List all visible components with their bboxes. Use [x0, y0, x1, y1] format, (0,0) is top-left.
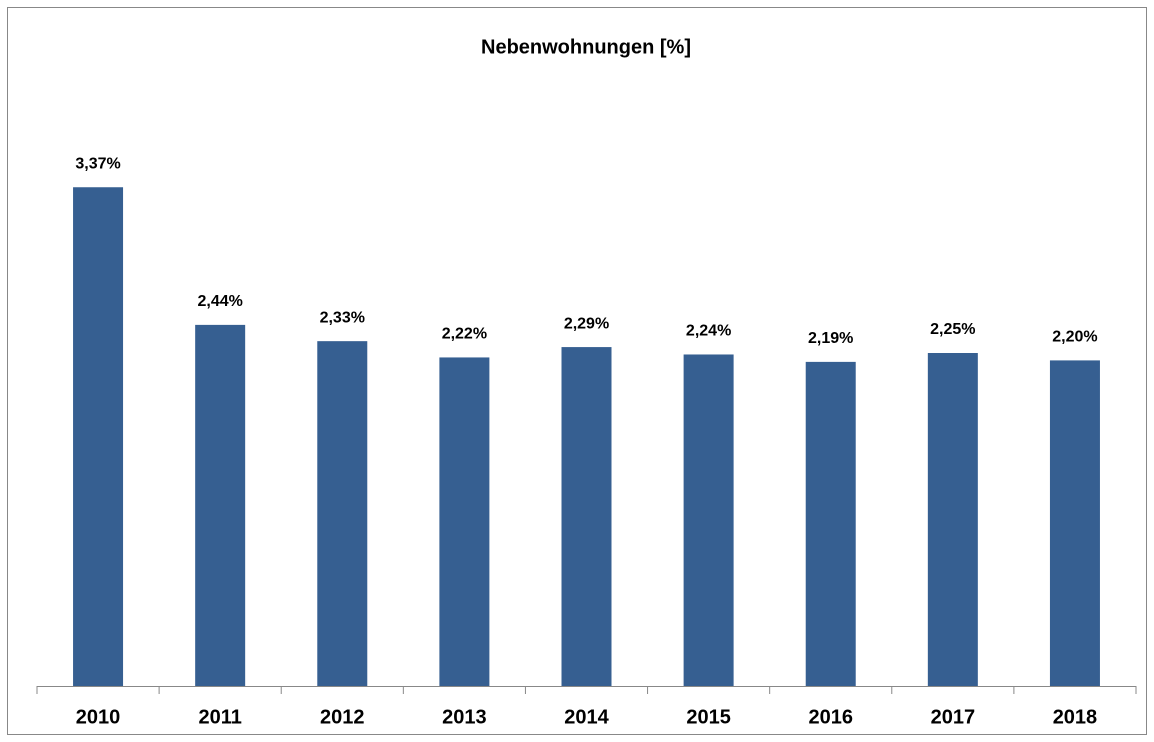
chart-title: Nebenwohnungen [%] — [481, 36, 691, 58]
x-tick-label: 2015 — [686, 706, 731, 728]
x-tick-label: 2014 — [564, 706, 609, 728]
bar — [683, 354, 734, 686]
value-label: 2,25% — [930, 321, 975, 338]
x-tick-label: 2013 — [442, 706, 487, 728]
value-label: 2,24% — [686, 323, 731, 340]
bar — [561, 347, 612, 686]
bar — [805, 361, 856, 686]
bar — [195, 324, 246, 686]
x-tick-label: 2016 — [808, 706, 853, 728]
x-tick-label: 2017 — [931, 706, 976, 728]
bar — [317, 341, 368, 686]
bar — [439, 357, 490, 686]
value-label: 2,33% — [320, 309, 365, 326]
bar — [927, 353, 978, 686]
value-label: 3,37% — [75, 155, 120, 172]
x-tick-label: 2010 — [76, 706, 121, 728]
bar — [73, 187, 124, 687]
value-label: 2,19% — [808, 330, 853, 347]
x-tick-label: 2011 — [198, 706, 241, 728]
value-label: 2,29% — [564, 315, 609, 332]
x-tick-label: 2018 — [1053, 706, 1098, 728]
value-label: 2,22% — [442, 326, 487, 343]
bar — [1049, 360, 1100, 686]
x-tick-label: 2012 — [320, 706, 365, 728]
value-label: 2,20% — [1052, 329, 1097, 346]
value-label: 2,44% — [197, 293, 242, 310]
